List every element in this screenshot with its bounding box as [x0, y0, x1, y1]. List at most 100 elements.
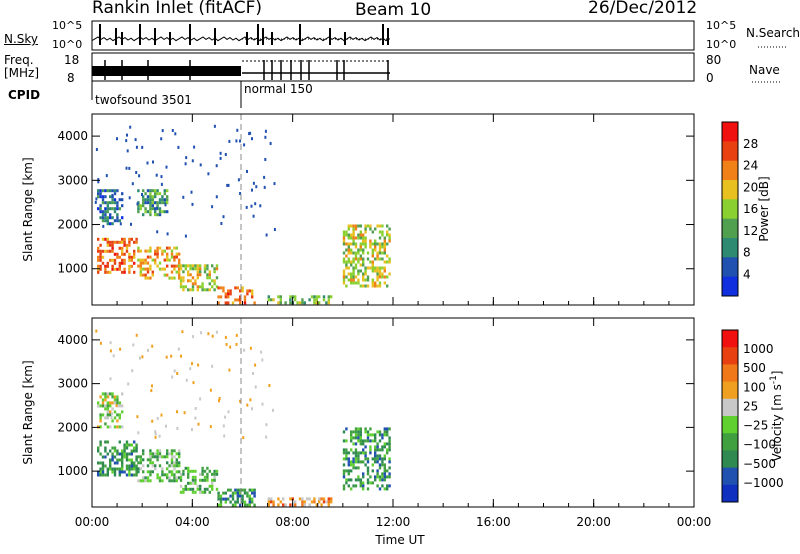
- data-cell: [352, 237, 354, 240]
- data-cell: [193, 146, 195, 149]
- data-cell: [381, 225, 383, 228]
- data-cell: [209, 273, 211, 276]
- data-cell: [142, 198, 144, 201]
- data-cell: [364, 427, 366, 430]
- data-cell: [201, 473, 203, 476]
- data-cell: [128, 459, 130, 462]
- data-cell: [376, 279, 378, 282]
- data-cell: [127, 149, 129, 152]
- data-cell: [201, 491, 203, 494]
- data-cell: [381, 234, 383, 237]
- data-cell: [249, 132, 251, 135]
- data-cell: [107, 219, 109, 222]
- data-cell: [152, 271, 154, 274]
- data-cell: [367, 487, 369, 490]
- data-cell: [171, 458, 173, 461]
- colorbar-swatch: [722, 257, 738, 277]
- y-tick-label: 4000: [57, 129, 88, 143]
- data-cell: [357, 273, 359, 276]
- data-cell: [211, 482, 213, 485]
- data-cell: [364, 273, 366, 276]
- data-cell: [374, 454, 376, 457]
- data-cell: [161, 455, 163, 458]
- data-cell: [227, 301, 229, 304]
- data-cell: [250, 347, 252, 350]
- data-cell: [264, 158, 266, 161]
- data-cell: [369, 228, 371, 231]
- data-cell: [355, 276, 357, 279]
- data-cell: [116, 419, 118, 422]
- data-cell: [159, 476, 161, 479]
- data-cell: [343, 472, 345, 475]
- data-cell: [142, 458, 144, 461]
- data-cell: [343, 469, 345, 472]
- data-cell: [323, 295, 325, 298]
- data-cell: [343, 258, 345, 261]
- data-cell: [192, 285, 194, 288]
- data-cell: [137, 250, 139, 253]
- data-cell: [149, 455, 151, 458]
- data-cell: [152, 461, 154, 464]
- colorbar-tick-label: 8: [743, 246, 751, 260]
- data-cell: [209, 485, 211, 488]
- data-cell: [152, 259, 154, 262]
- data-cell: [374, 433, 376, 436]
- data-cell: [388, 228, 390, 231]
- data-cell: [116, 462, 118, 465]
- data-cell: [161, 470, 163, 473]
- data-cell: [379, 285, 381, 288]
- data-cell: [384, 478, 386, 481]
- data-cell: [277, 301, 279, 304]
- data-cell: [140, 455, 142, 458]
- data-cell: [261, 359, 263, 362]
- data-cell: [189, 488, 191, 491]
- data-cell: [102, 471, 104, 474]
- data-cell: [374, 243, 376, 246]
- data-cell: [211, 264, 213, 267]
- data-cell: [348, 472, 350, 475]
- data-cell: [348, 228, 350, 231]
- data-cell: [348, 478, 350, 481]
- data-cell: [147, 195, 149, 198]
- data-cell: [121, 241, 123, 244]
- data-cell: [357, 252, 359, 255]
- data-cell: [222, 498, 224, 501]
- data-cell: [154, 259, 156, 262]
- data-cell: [133, 468, 135, 471]
- data-cell: [345, 276, 347, 279]
- data-cell: [352, 484, 354, 487]
- data-cell: [350, 225, 352, 228]
- data-cell: [301, 298, 303, 301]
- data-cell: [345, 255, 347, 258]
- data-cell: [343, 240, 345, 243]
- data-cell: [369, 481, 371, 484]
- data-cell: [102, 225, 104, 228]
- data-cell: [362, 285, 364, 288]
- data-cell: [144, 207, 146, 210]
- beam-label: Beam 10: [355, 0, 431, 20]
- data-cell: [154, 207, 156, 210]
- data-cell: [121, 462, 123, 465]
- data-cell: [142, 213, 144, 216]
- data-cell: [102, 468, 104, 471]
- data-cell: [252, 372, 254, 375]
- data-cell: [164, 250, 166, 253]
- data-cell: [199, 270, 201, 273]
- data-cell: [376, 273, 378, 276]
- colorbar-tick-label: 12: [743, 224, 758, 238]
- data-cell: [357, 427, 359, 430]
- data-cell: [116, 453, 118, 456]
- data-cell: [136, 146, 138, 149]
- data-cell: [343, 457, 345, 460]
- data-cell: [126, 244, 128, 247]
- data-cell: [99, 474, 101, 477]
- data-cell: [350, 436, 352, 439]
- data-cell: [171, 455, 173, 458]
- data-cell: [161, 250, 163, 253]
- data-cell: [107, 401, 109, 404]
- data-cell: [384, 454, 386, 457]
- data-cell: [192, 276, 194, 279]
- data-cell: [280, 500, 282, 503]
- data-cell: [120, 222, 122, 225]
- data-cell: [121, 198, 123, 201]
